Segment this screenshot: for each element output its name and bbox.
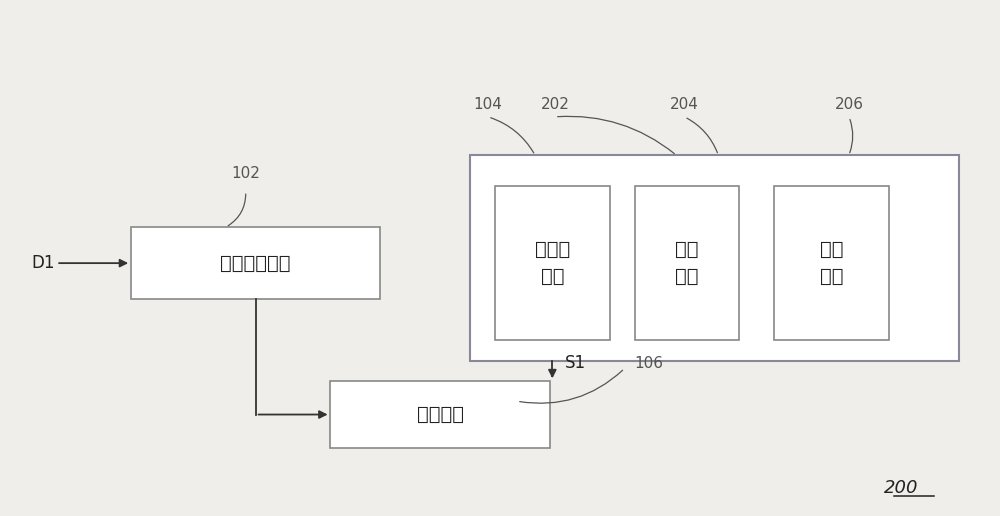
Text: 102: 102 — [231, 166, 260, 181]
FancyBboxPatch shape — [635, 186, 739, 340]
Text: 106: 106 — [635, 356, 664, 370]
Text: 200: 200 — [884, 479, 919, 496]
Text: 触控
单元: 触控 单元 — [820, 240, 843, 286]
FancyBboxPatch shape — [131, 227, 380, 299]
Text: D1: D1 — [31, 254, 55, 272]
Text: 206: 206 — [835, 96, 864, 112]
Text: S1: S1 — [565, 354, 586, 372]
FancyBboxPatch shape — [774, 186, 889, 340]
Text: 202: 202 — [540, 96, 569, 112]
Text: 104: 104 — [474, 96, 502, 112]
Text: 处理单元: 处理单元 — [417, 405, 464, 424]
Text: 204: 204 — [670, 96, 699, 112]
FancyBboxPatch shape — [470, 155, 959, 361]
Text: 光感测
单元: 光感测 单元 — [535, 240, 570, 286]
Text: 摄影
单元: 摄影 单元 — [675, 240, 699, 286]
Text: 透明显示单元: 透明显示单元 — [220, 254, 291, 272]
FancyBboxPatch shape — [495, 186, 610, 340]
FancyBboxPatch shape — [330, 381, 550, 448]
